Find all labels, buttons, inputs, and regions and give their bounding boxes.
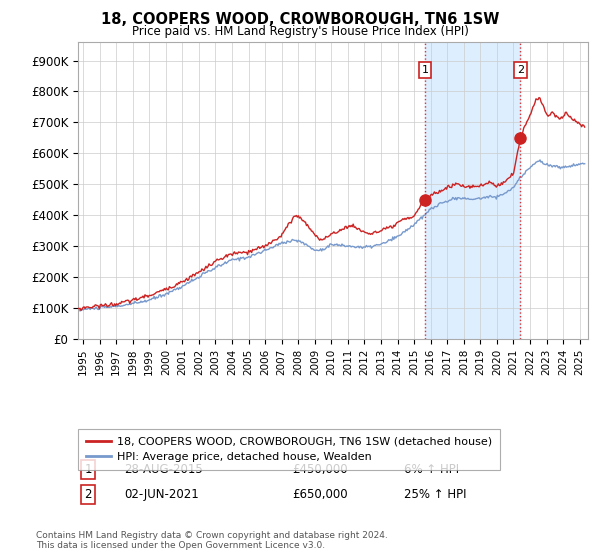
Text: 18, COOPERS WOOD, CROWBOROUGH, TN6 1SW: 18, COOPERS WOOD, CROWBOROUGH, TN6 1SW [101, 12, 499, 27]
Text: 25% ↑ HPI: 25% ↑ HPI [404, 488, 467, 501]
Text: 02-JUN-2021: 02-JUN-2021 [124, 488, 199, 501]
Bar [425, 42, 520, 339]
Text: 1: 1 [421, 65, 428, 75]
Text: Contains HM Land Registry data © Crown copyright and database right 2024.
This d: Contains HM Land Registry data © Crown c… [36, 530, 388, 550]
Text: 2: 2 [517, 65, 524, 75]
Text: Price paid vs. HM Land Registry's House Price Index (HPI): Price paid vs. HM Land Registry's House … [131, 25, 469, 38]
Text: £650,000: £650,000 [292, 488, 348, 501]
Legend: 18, COOPERS WOOD, CROWBOROUGH, TN6 1SW (detached house), HPI: Average price, det: 18, COOPERS WOOD, CROWBOROUGH, TN6 1SW (… [79, 429, 500, 470]
Text: 2: 2 [85, 488, 92, 501]
Text: £450,000: £450,000 [292, 463, 348, 476]
Text: 1: 1 [85, 463, 92, 476]
Text: 28-AUG-2015: 28-AUG-2015 [124, 463, 203, 476]
Text: 6% ↑ HPI: 6% ↑ HPI [404, 463, 460, 476]
